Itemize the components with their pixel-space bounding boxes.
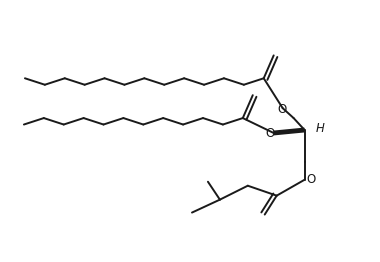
Text: O: O <box>306 173 315 186</box>
Text: O: O <box>277 103 286 116</box>
Text: O: O <box>265 128 274 140</box>
Text: H: H <box>315 122 325 134</box>
